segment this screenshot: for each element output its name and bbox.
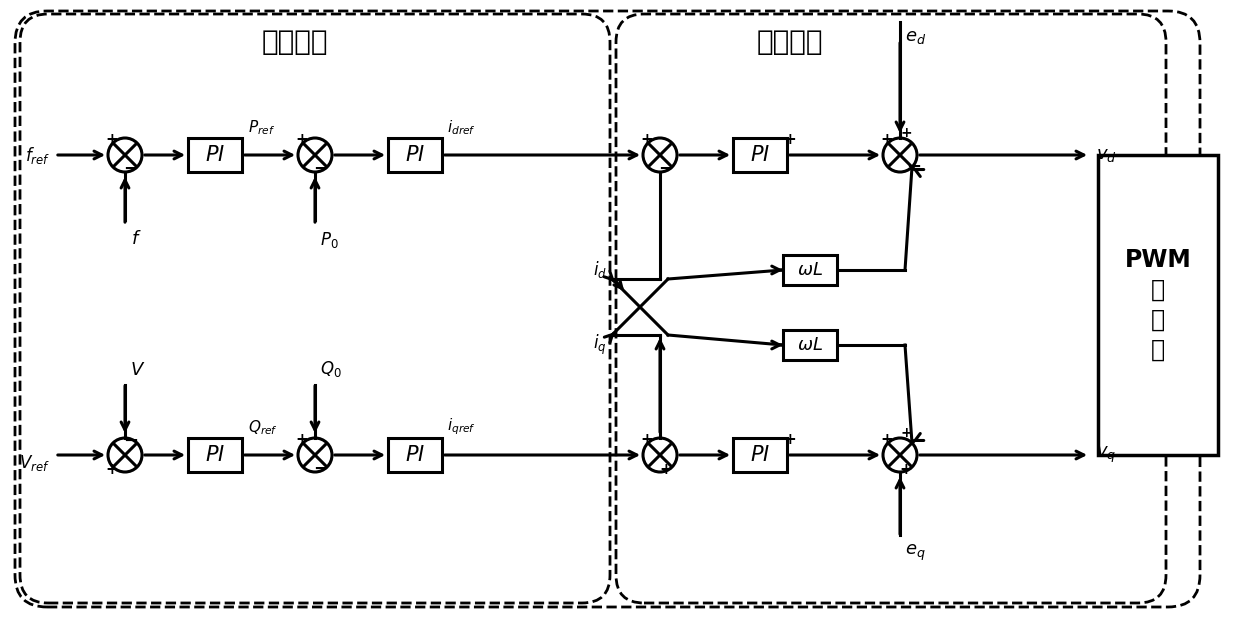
Text: +: +: [641, 133, 653, 147]
Text: +: +: [900, 426, 911, 440]
Text: +: +: [105, 133, 118, 147]
Text: $Q_{ref}$: $Q_{ref}$: [248, 418, 278, 437]
Text: $\mathit{PI}$: $\mathit{PI}$: [205, 145, 226, 165]
Text: +: +: [641, 433, 653, 447]
Text: −: −: [124, 432, 139, 450]
FancyBboxPatch shape: [188, 138, 242, 172]
Text: $\mathit{PI}$: $\mathit{PI}$: [405, 145, 425, 165]
Text: +: +: [784, 433, 796, 447]
Text: $v_q$: $v_q$: [1096, 445, 1116, 465]
Text: $\omega L$: $\omega L$: [797, 336, 823, 354]
Text: +: +: [660, 462, 672, 476]
Text: +: +: [295, 133, 309, 147]
Text: −: −: [314, 160, 329, 178]
Text: PWM
调
制
器: PWM 调 制 器: [1125, 249, 1192, 362]
Text: +: +: [105, 462, 118, 476]
FancyBboxPatch shape: [782, 255, 837, 285]
Text: +: +: [880, 433, 893, 447]
Text: $Q_0$: $Q_0$: [320, 359, 342, 379]
Text: $i_q$: $i_q$: [594, 333, 608, 357]
Text: $V$: $V$: [130, 361, 145, 379]
Text: $e_d$: $e_d$: [905, 28, 926, 46]
FancyBboxPatch shape: [188, 438, 242, 472]
Text: −: −: [658, 160, 673, 178]
Text: 电流内环: 电流内环: [756, 28, 823, 56]
Text: $i_d$: $i_d$: [593, 259, 608, 280]
Text: $\mathit{PI}$: $\mathit{PI}$: [205, 445, 226, 465]
FancyBboxPatch shape: [388, 138, 441, 172]
Text: +: +: [295, 433, 309, 447]
Text: $\mathit{PI}$: $\mathit{PI}$: [750, 145, 770, 165]
FancyBboxPatch shape: [782, 330, 837, 360]
Text: $i_{qref}$: $i_{qref}$: [446, 416, 476, 437]
Text: $P_0$: $P_0$: [320, 230, 339, 250]
Text: −: −: [906, 158, 921, 176]
FancyBboxPatch shape: [733, 438, 787, 472]
Text: +: +: [900, 126, 911, 140]
Text: 电压外环: 电压外环: [262, 28, 329, 56]
Text: +: +: [784, 133, 796, 147]
Text: $\mathit{PI}$: $\mathit{PI}$: [405, 445, 425, 465]
Text: +: +: [900, 462, 913, 476]
Text: $V_{ref}$: $V_{ref}$: [19, 453, 50, 473]
FancyBboxPatch shape: [733, 138, 787, 172]
Text: $e_q$: $e_q$: [905, 543, 925, 563]
FancyBboxPatch shape: [20, 14, 610, 603]
Text: $P_{ref}$: $P_{ref}$: [248, 118, 275, 137]
FancyBboxPatch shape: [1097, 155, 1218, 455]
Text: +: +: [880, 133, 893, 147]
Text: $f_{ref}$: $f_{ref}$: [25, 144, 50, 165]
Text: $f$: $f$: [131, 230, 141, 248]
FancyBboxPatch shape: [15, 11, 1200, 607]
FancyBboxPatch shape: [616, 14, 1166, 603]
Text: $v_d$: $v_d$: [1096, 146, 1117, 164]
Text: $\mathit{PI}$: $\mathit{PI}$: [750, 445, 770, 465]
Text: −: −: [314, 460, 329, 478]
Text: $i_{dref}$: $i_{dref}$: [446, 118, 476, 137]
Text: −: −: [124, 160, 139, 178]
Text: $\omega L$: $\omega L$: [797, 261, 823, 279]
FancyBboxPatch shape: [388, 438, 441, 472]
